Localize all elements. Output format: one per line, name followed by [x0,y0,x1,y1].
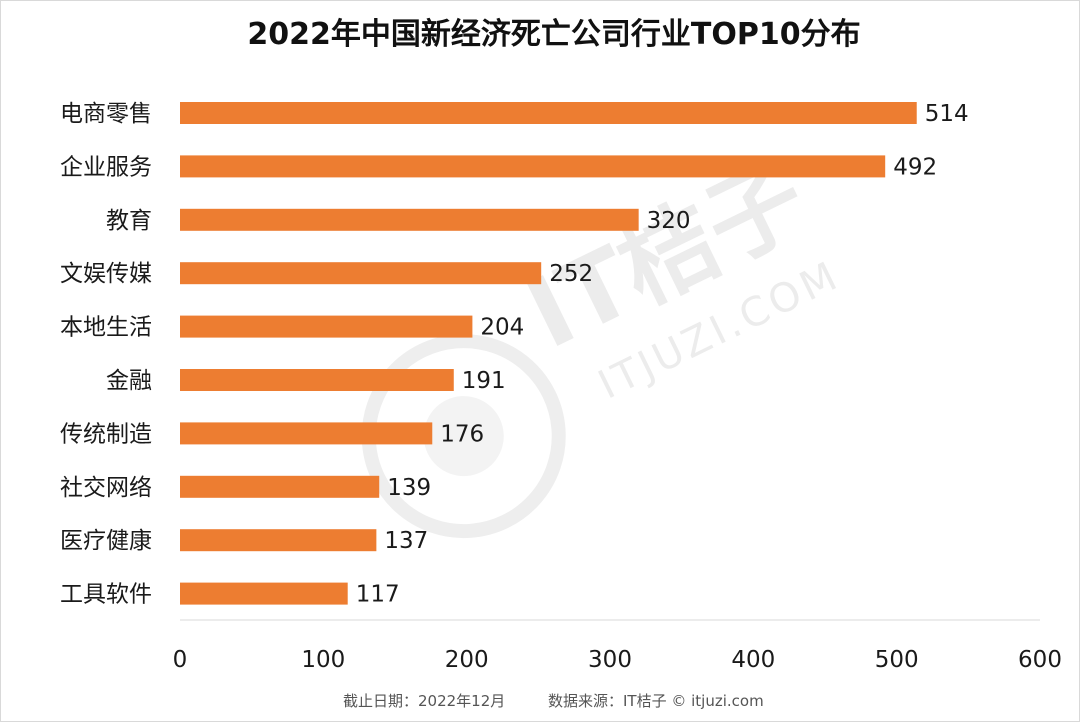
category-label: 文娱传媒 [60,261,152,287]
data-label: 191 [462,368,506,394]
data-label: 139 [387,475,431,501]
x-tick-label: 0 [173,647,188,673]
data-label: 176 [440,421,484,447]
data-label: 492 [893,154,937,180]
chart-title: 2022年中国新经济死亡公司行业TOP10分布 [247,17,860,52]
category-label: 教育 [106,208,152,234]
category-label: 工具软件 [60,582,152,608]
category-label: 金融 [106,368,152,394]
data-label: 514 [925,101,969,127]
category-label: 企业服务 [60,154,152,180]
category-label: 电商零售 [60,101,152,127]
category-label: 本地生活 [60,315,152,341]
bar [180,155,886,178]
bar [180,315,473,338]
x-tick-label: 400 [731,647,775,673]
x-tick-label: 600 [1018,647,1062,673]
x-axis-ticks: 0 100 200 300 400 500 600 [173,647,1062,673]
category-label: 医疗健康 [60,528,152,554]
data-label: 320 [647,208,691,234]
bar [180,208,639,231]
bar [180,422,433,445]
data-label: 204 [480,315,524,341]
footer-source-note: 数据来源：IT桔子 © itjuzi.com [548,692,764,710]
bar [180,102,917,124]
watermark-logo-core [423,396,504,477]
bar [180,582,348,605]
category-label: 传统制造 [60,421,152,447]
x-tick-label: 500 [875,647,919,673]
bar [180,262,542,285]
footer-date-note: 截止日期：2022年12月 [343,692,505,710]
data-label: 117 [356,582,400,608]
bar [180,369,454,391]
bar [180,529,377,552]
data-label: 137 [384,528,428,554]
x-tick-label: 300 [588,647,632,673]
x-tick-label: 200 [445,647,489,673]
bar [180,475,380,498]
x-tick-label: 100 [301,647,345,673]
data-label: 252 [549,261,593,287]
category-label: 社交网络 [60,475,152,501]
plot-area: 电商零售 514 企业服务 492 教育 320 文娱传媒 252 本地生活 204 金融 191 传统… [60,101,969,608]
